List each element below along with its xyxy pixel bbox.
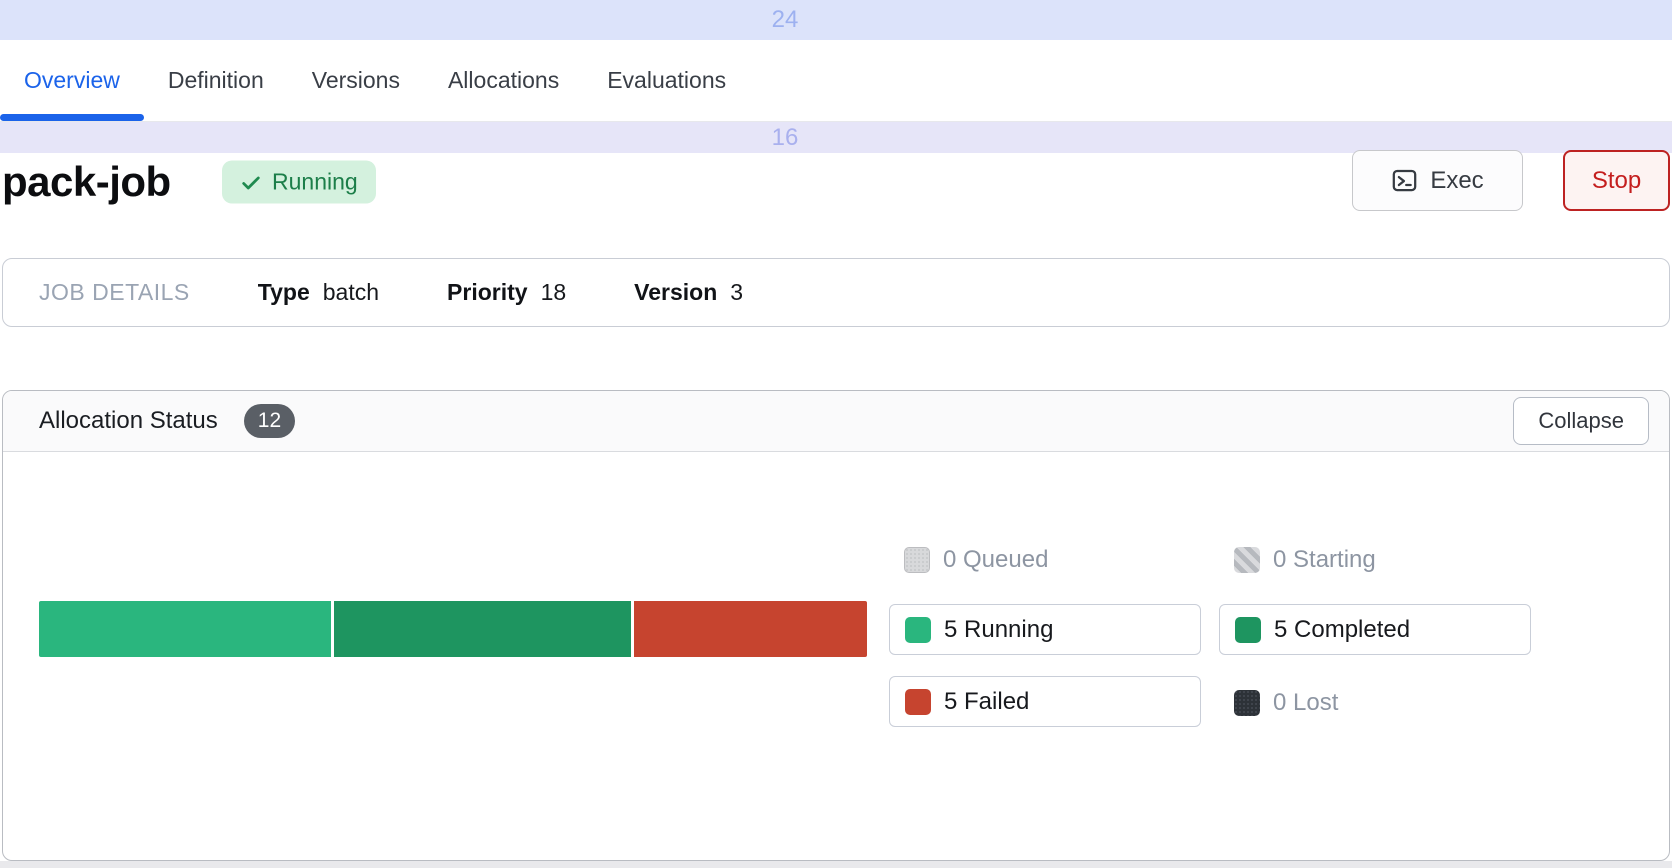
tab-overview[interactable]: Overview (0, 40, 144, 121)
tab-definition-label: Definition (167, 67, 264, 93)
starting-swatch-icon (1234, 547, 1260, 573)
stop-button[interactable]: Stop (1563, 150, 1670, 211)
page-bottom-strip (0, 861, 1672, 868)
job-detail-priority-label: Priority (447, 279, 528, 305)
legend-item-starting: 0 Starting (1234, 546, 1376, 574)
allocation-count-badge: 12 (243, 404, 296, 438)
allocation-status-header: Allocation Status 12 Collapse (3, 391, 1669, 452)
terminal-icon (1393, 169, 1417, 192)
legend-queued-label: 0 Queued (943, 546, 1049, 573)
job-detail-type-label: Type (257, 279, 310, 305)
legend-running-label: 5 Running (944, 615, 1054, 643)
job-detail-version-label: Version (634, 279, 718, 305)
failed-swatch-icon (905, 688, 931, 715)
job-detail-type: Type batch (258, 279, 379, 306)
legend-item-lost: 0 Lost (1234, 689, 1338, 717)
job-tab-bar: Overview Definition Versions Allocations… (0, 40, 1672, 122)
legend-item-completed[interactable]: 5 Completed (1219, 604, 1531, 655)
job-details-card: JOB DETAILS Type batch Priority 18 Versi… (2, 258, 1670, 327)
legend-failed-label: 5 Failed (944, 687, 1030, 715)
spacing-measure-value: 16 (771, 123, 799, 151)
legend-completed-label: 5 Completed (1274, 615, 1411, 643)
legend-starting-label: 0 Starting (1273, 546, 1376, 573)
job-details-heading: JOB DETAILS (39, 279, 190, 305)
spacing-measure-bar-middle: 16 (0, 122, 1672, 153)
job-detail-version: Version 3 (634, 279, 743, 306)
tab-evaluations[interactable]: Evaluations (583, 40, 750, 121)
status-badge-label: Running (272, 168, 358, 195)
legend-item-queued: 0 Queued (904, 546, 1048, 574)
tab-versions-label: Versions (311, 67, 400, 93)
check-icon (242, 176, 260, 189)
lost-swatch-icon (1234, 690, 1260, 716)
legend-item-failed[interactable]: 5 Failed (889, 676, 1201, 727)
spacing-measure-value: 24 (771, 6, 799, 33)
exec-button[interactable]: Exec (1352, 150, 1523, 211)
collapse-button-label: Collapse (1538, 408, 1624, 433)
legend-lost-label: 0 Lost (1273, 689, 1339, 716)
allocation-status-card: Allocation Status 12 Collapse 0 Queued 0… (2, 390, 1670, 861)
allocation-status-body: 0 Queued 0 Starting 5 Running 5 Complete… (3, 452, 1669, 860)
tab-versions[interactable]: Versions (288, 40, 424, 121)
legend-item-running[interactable]: 5 Running (889, 604, 1201, 655)
tab-overview-label: Overview (24, 67, 120, 93)
job-detail-version-value: 3 (730, 279, 744, 305)
allocation-status-title: Allocation Status (39, 407, 218, 434)
bar-segment-completed[interactable] (334, 601, 632, 657)
bar-segment-failed[interactable] (634, 601, 868, 657)
exec-button-label: Exec (1430, 166, 1484, 194)
queued-swatch-icon (904, 547, 930, 573)
job-detail-priority: Priority 18 (447, 279, 566, 306)
page-title: pack-job (2, 158, 171, 205)
tab-definition[interactable]: Definition (144, 40, 288, 121)
bar-segment-running[interactable] (39, 601, 332, 657)
tab-allocations-label: Allocations (447, 67, 560, 93)
spacing-measure-bar-top: 24 (0, 0, 1672, 40)
stop-button-label: Stop (1591, 166, 1642, 194)
tab-evaluations-label: Evaluations (607, 67, 727, 93)
tab-allocations[interactable]: Allocations (424, 40, 583, 121)
allocation-stacked-bar (39, 601, 868, 657)
status-badge: Running (222, 160, 376, 204)
collapse-button[interactable]: Collapse (1513, 397, 1649, 445)
completed-swatch-icon (1235, 616, 1261, 643)
running-swatch-icon (905, 616, 931, 643)
job-header: pack-job Running Exec Stop (0, 150, 1672, 214)
job-detail-priority-value: 18 (540, 279, 567, 305)
job-detail-type-value: batch (322, 279, 380, 305)
